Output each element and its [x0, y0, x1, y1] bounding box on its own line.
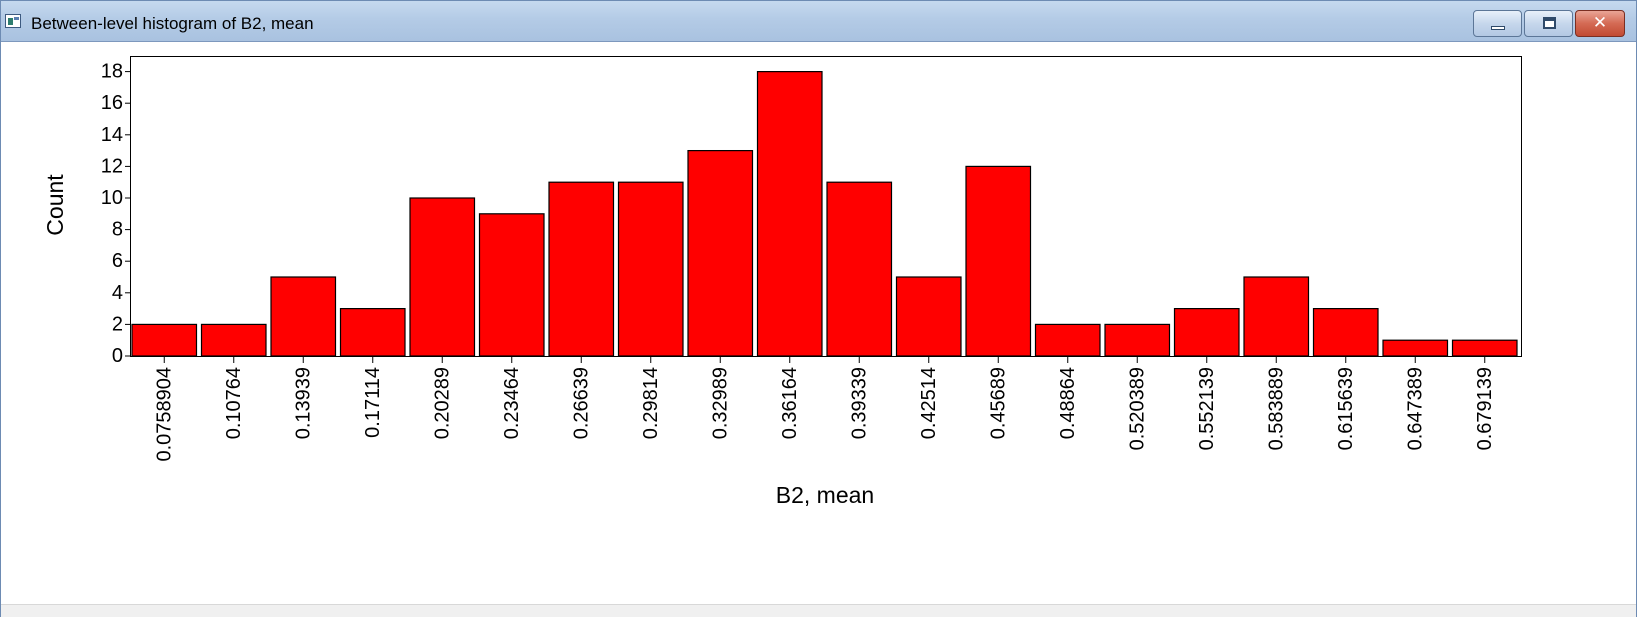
bar-2 [270, 276, 337, 357]
y-tick-label-6: 12 [101, 155, 123, 177]
bar-16 [1243, 276, 1310, 357]
y-tick-label-8: 16 [101, 92, 123, 114]
x-tick-label-4: 0.20289 [431, 367, 453, 439]
y-axis: 0 2 4 6 8 10 12 14 16 18 [101, 61, 131, 367]
bar-9 [756, 71, 823, 357]
x-tick-label-3: 0.17114 [362, 367, 384, 438]
x-axis-title: B2, mean [776, 482, 874, 508]
x-tick-label-16: 0.583889 [1265, 367, 1287, 450]
bar-18 [1382, 339, 1449, 357]
title-bar[interactable]: Between-level histogram of B2, mean ✕ [1, 1, 1636, 42]
minimize-button[interactable] [1473, 10, 1522, 37]
bar-17 [1312, 308, 1379, 357]
bar-6 [548, 181, 615, 357]
x-tick-label-17: 0.615639 [1335, 367, 1357, 450]
y-tick-label-1: 2 [112, 313, 123, 335]
bar-0 [131, 323, 198, 357]
bar-14 [1104, 323, 1171, 357]
bar-8 [687, 149, 754, 357]
x-tick-label-12: 0.45689 [987, 367, 1009, 439]
x-tick-label-10: 0.39339 [848, 367, 870, 439]
x-tick-label-18: 0.647389 [1404, 367, 1426, 450]
x-tick-label-9: 0.36164 [779, 367, 801, 439]
y-tick-label-0: 0 [112, 345, 123, 367]
bar-12 [965, 165, 1032, 357]
bar-7 [617, 181, 684, 357]
bar-11 [895, 276, 962, 357]
x-tick-label-11: 0.42514 [918, 367, 940, 439]
bar-10 [826, 181, 893, 357]
x-tick-label-13: 0.48864 [1057, 367, 1079, 439]
bar-15 [1173, 308, 1240, 357]
y-tick-label-7: 14 [101, 124, 123, 146]
x-tick-label-0: 0.0758904 [153, 367, 175, 462]
x-axis: 0.0758904 0.10764 0.13939 0.17114 0.20289 0.2… [153, 356, 1496, 462]
y-tick-label-3: 6 [112, 250, 123, 272]
maximize-button[interactable] [1524, 10, 1573, 37]
bar-5 [478, 213, 545, 357]
close-icon: ✕ [1592, 13, 1608, 33]
x-tick-label-14: 0.520389 [1126, 367, 1148, 450]
status-strip [1, 604, 1636, 617]
bar-3 [339, 308, 406, 357]
bar-19 [1451, 339, 1518, 357]
y-tick-label-9: 18 [101, 61, 123, 83]
bar-13 [1034, 323, 1101, 357]
app-icon[interactable] [5, 14, 21, 28]
bar-4 [409, 197, 476, 357]
y-axis-title: Count [42, 174, 68, 236]
plot-frame [130, 56, 1522, 357]
window-title: Between-level histogram of B2, mean [31, 14, 314, 33]
y-tick-label-2: 4 [112, 282, 123, 304]
x-tick-label-7: 0.29814 [640, 367, 662, 439]
x-tick-label-19: 0.679139 [1474, 367, 1496, 450]
chart-area: 0 2 4 6 8 10 12 14 16 18 0.0758904 0.10764 0.13939 0… [1, 43, 1636, 603]
x-tick-label-6: 0.26639 [570, 367, 592, 439]
close-button[interactable]: ✕ [1575, 10, 1625, 37]
bars-group [131, 71, 1518, 357]
x-tick-label-15: 0.552139 [1196, 367, 1218, 450]
x-tick-label-2: 0.13939 [292, 367, 314, 439]
x-tick-label-5: 0.23464 [501, 367, 523, 439]
x-tick-label-1: 0.10764 [223, 367, 245, 439]
y-tick-label-4: 8 [112, 219, 123, 241]
minimize-icon [1491, 26, 1505, 30]
maximize-icon [1543, 17, 1556, 29]
y-tick-label-5: 10 [101, 187, 123, 209]
bar-1 [200, 323, 267, 357]
x-tick-label-8: 0.32989 [709, 367, 731, 439]
